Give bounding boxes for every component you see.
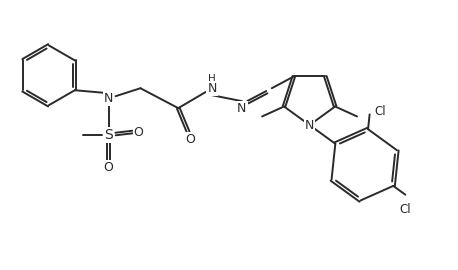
Text: Cl: Cl: [375, 105, 386, 118]
Text: N: N: [104, 92, 113, 105]
Text: N: N: [305, 119, 314, 131]
Text: Cl: Cl: [399, 203, 411, 216]
Text: N: N: [207, 82, 217, 95]
Text: S: S: [104, 128, 113, 142]
Text: O: O: [185, 133, 195, 146]
Text: N: N: [237, 102, 246, 115]
Text: H: H: [208, 74, 216, 84]
Text: O: O: [104, 161, 114, 174]
Text: O: O: [134, 126, 143, 139]
